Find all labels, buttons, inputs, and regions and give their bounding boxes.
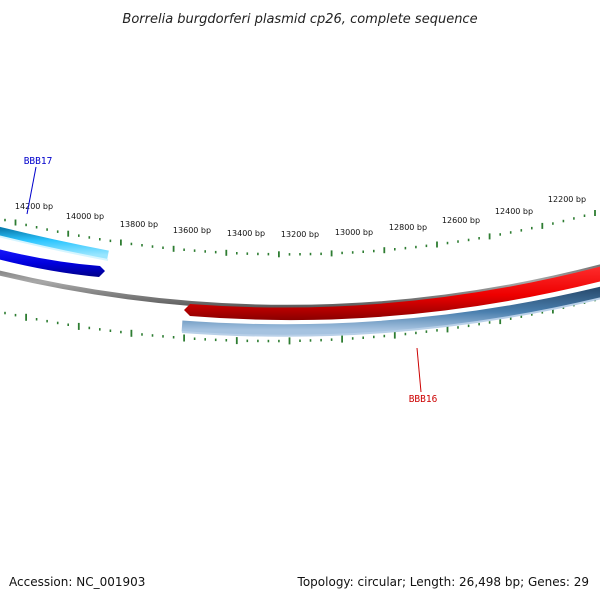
bbb16-cds-edge bbox=[181, 297, 600, 337]
ruler-label: 14000 bp bbox=[66, 212, 104, 221]
ruler-label: 13400 bp bbox=[227, 229, 265, 238]
bbb17-callout-line bbox=[26, 166, 37, 215]
bbb17-label[interactable]: BBB17 bbox=[24, 156, 53, 167]
bbb16-label[interactable]: BBB16 bbox=[409, 394, 438, 405]
bbb17-gene-arrow bbox=[0, 249, 105, 277]
bbb17-cds-edge bbox=[0, 235, 109, 261]
ruler-label: 13800 bp bbox=[120, 220, 158, 229]
ruler-label: 12200 bp bbox=[548, 195, 586, 204]
ruler-label: 14200 bp bbox=[15, 202, 53, 211]
ruler-label: 13600 bp bbox=[173, 226, 211, 235]
bbb16-callout-line bbox=[416, 347, 422, 393]
bbb16-gene-arrow bbox=[184, 266, 600, 321]
ruler-label: 13000 bp bbox=[335, 228, 373, 237]
ruler-label: 12600 bp bbox=[442, 216, 480, 225]
accession-text: Accession: NC_001903 bbox=[9, 575, 145, 589]
map-title: Borrelia burgdorferi plasmid cp26, compl… bbox=[122, 12, 477, 27]
ruler-labels: 14200 bp 14000 bp 13800 bp 13600 bp 13400 bp… bbox=[15, 195, 586, 239]
ruler-label: 12800 bp bbox=[389, 223, 427, 232]
ruler-label: 12400 bp bbox=[495, 207, 533, 216]
topology-summary: Topology: circular; Length: 26,498 bp; G… bbox=[297, 575, 589, 589]
outer-tick-ring bbox=[4, 210, 596, 258]
bbb17-cds-track bbox=[0, 226, 109, 260]
inner-tick-ring bbox=[4, 298, 596, 345]
bbb16-cds-track bbox=[181, 286, 600, 336]
ruler-label: 13200 bp bbox=[281, 230, 319, 239]
